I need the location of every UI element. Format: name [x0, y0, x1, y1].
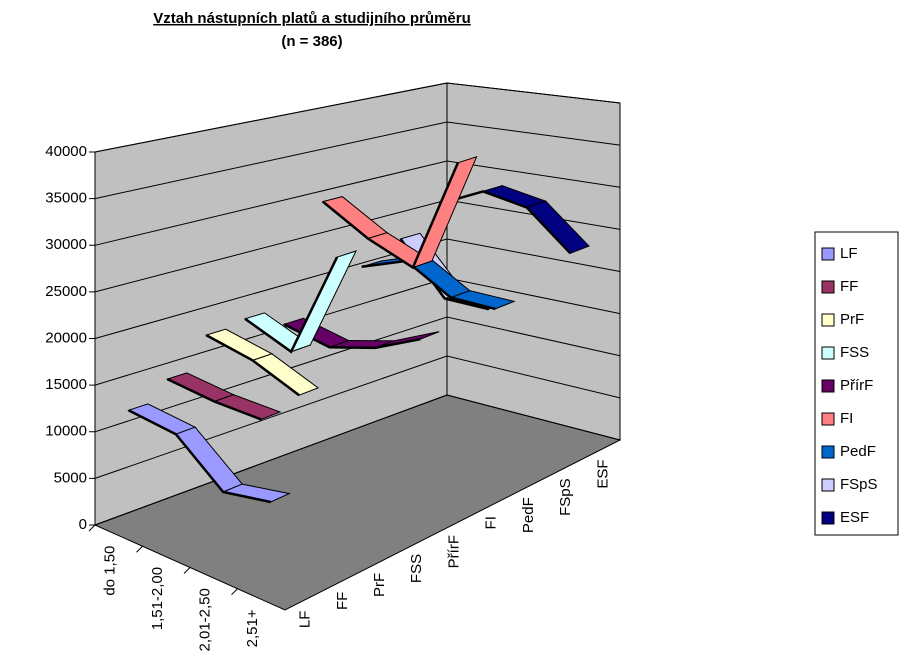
depth-tick-label: PrF [371, 573, 388, 597]
depth-tick-label: PřírF [445, 535, 462, 568]
y-tick-label: 40000 [45, 143, 87, 160]
back-wall [446, 82, 621, 441]
legend-label: FSS [840, 344, 869, 361]
y-tick-label: 25000 [45, 283, 87, 300]
x-tick [136, 545, 143, 553]
legend-swatch [821, 313, 835, 327]
depth-tick-label: FF [334, 592, 351, 610]
x-tick-label: do 1,50 [102, 546, 119, 596]
y-tick-label: 30000 [45, 236, 87, 253]
x-tick-label: 2,51+ [244, 609, 261, 647]
series-line [205, 334, 300, 397]
legend-swatch [821, 478, 835, 492]
depth-tick-label: ESF [594, 459, 611, 488]
grid-line [94, 121, 621, 200]
legend-swatch [821, 247, 835, 261]
legend-label: FF [840, 278, 858, 295]
y-tick-label: 20000 [45, 329, 87, 346]
x-tick-label: 1,51-2,00 [149, 567, 166, 630]
legend-swatch [821, 280, 835, 294]
depth-tick-label: PedF [520, 497, 537, 533]
grid-line [94, 238, 621, 339]
depth-tick-label: FSS [408, 554, 425, 583]
series-line [361, 259, 496, 311]
chart-title: Vztah nástupních platů a studijního prům… [153, 10, 471, 27]
x-tick [88, 524, 96, 532]
y-tick-label: 0 [79, 516, 87, 533]
x-tick [231, 588, 238, 596]
depth-tick-label: FSpS [557, 478, 574, 516]
x-tick [183, 567, 191, 574]
legend-swatch [821, 445, 835, 459]
series-line [439, 190, 572, 255]
legend-label: LF [840, 245, 858, 262]
legend-label: PřírF [840, 377, 873, 394]
legend-swatch [821, 379, 835, 393]
legend-label: PedF [840, 443, 876, 460]
grid-line [94, 82, 621, 153]
depth-tick-label: FI [483, 516, 500, 529]
series-line [127, 409, 271, 504]
legend-label: FI [840, 410, 853, 427]
series-line [322, 162, 460, 270]
y-tick-label: 10000 [45, 423, 87, 440]
y-tick-label: 15000 [45, 376, 87, 393]
y-tick-label: 5000 [54, 469, 87, 486]
series-line [166, 377, 262, 421]
legend-label: FSpS [840, 476, 878, 493]
series-line [244, 256, 339, 354]
chart-subtitle: (n = 386) [281, 33, 342, 50]
depth-tick-label: LF [297, 611, 314, 629]
legend-label: ESF [840, 509, 869, 526]
legend-swatch [821, 511, 835, 525]
x-tick-label: 2,01-2,50 [197, 588, 214, 651]
grid-line [94, 394, 621, 526]
legend-swatch [821, 412, 835, 426]
legend-swatch [821, 346, 835, 360]
grid-line [94, 160, 621, 246]
legend-label: PrF [840, 311, 864, 328]
y-tick-label: 35000 [45, 190, 87, 207]
grid-line [94, 355, 621, 479]
